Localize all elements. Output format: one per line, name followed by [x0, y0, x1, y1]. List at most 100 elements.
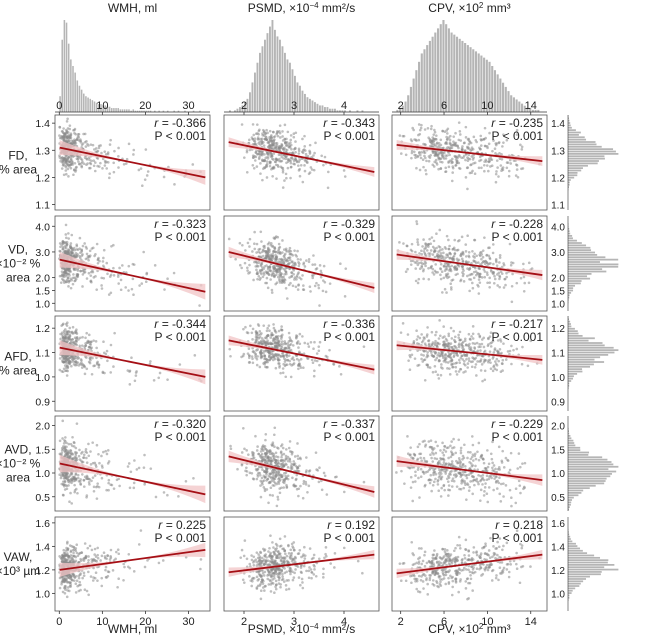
scatter-point	[68, 326, 72, 330]
scatter-point	[77, 454, 81, 458]
scatter-point	[294, 285, 298, 289]
scatter-point	[67, 134, 70, 137]
scatter-point	[432, 355, 435, 358]
scatter-point	[444, 170, 447, 174]
scatter-point	[283, 360, 287, 363]
scatter-point	[487, 142, 491, 146]
scatter-point	[70, 252, 73, 255]
hist-bar	[568, 384, 570, 387]
scatter-point	[268, 493, 272, 497]
scatter-point	[74, 138, 78, 142]
scatter-point	[74, 342, 77, 346]
scatter-point	[69, 491, 72, 495]
scatter-point	[298, 262, 301, 265]
scatter-point	[479, 349, 482, 352]
scatter-point	[308, 152, 312, 155]
scatter-point	[229, 354, 232, 358]
scatter-point	[475, 341, 479, 345]
scatter-point	[281, 186, 285, 189]
scatter-point	[420, 333, 423, 336]
scatter-point	[440, 363, 443, 366]
scatter-point	[68, 124, 72, 127]
scatter-point	[418, 336, 422, 340]
scatter-point	[520, 362, 524, 366]
scatter-point	[94, 463, 98, 467]
scatter-point	[480, 250, 483, 254]
scatter-point	[303, 341, 307, 345]
scatter-point	[281, 367, 285, 370]
scatter-point	[91, 441, 94, 444]
hist-bar	[72, 66, 74, 112]
scatter-point	[280, 340, 284, 343]
scatter-point	[314, 141, 317, 145]
scatter-point	[479, 144, 483, 147]
side-hist-tick-label: 1.5	[551, 286, 565, 297]
hist-bar	[344, 110, 346, 112]
scatter-point	[448, 256, 452, 260]
scatter-point	[498, 347, 502, 351]
side-hist-tick-label: 4.0	[551, 222, 565, 233]
scatter-point	[480, 276, 484, 279]
scatter-point	[244, 249, 247, 252]
scatter-point	[275, 268, 278, 271]
scatter-point	[489, 261, 492, 265]
scatter-point	[262, 445, 265, 449]
hist-bar	[299, 85, 301, 112]
scatter-point	[265, 281, 269, 285]
scatter-point	[515, 133, 519, 136]
scatter-point	[128, 383, 132, 386]
hist-bar	[568, 126, 572, 129]
scatter-point	[475, 354, 479, 357]
bottom-axis-title-psmd: PSMD, ×10−4 mm²/s	[248, 622, 355, 637]
scatter-point	[421, 158, 425, 162]
scatter-point	[127, 289, 130, 292]
scatter-point	[298, 364, 302, 368]
scatter-point	[434, 263, 437, 266]
hist-bar	[115, 108, 117, 112]
scatter-point	[289, 467, 293, 470]
hist-bar	[100, 104, 102, 112]
scatter-point	[441, 291, 444, 294]
scatter-point	[71, 355, 75, 358]
hist-bar	[173, 110, 175, 112]
hist-bar	[568, 232, 571, 235]
scatter-point	[278, 344, 281, 348]
scatter-point	[153, 264, 157, 267]
scatter-point	[471, 281, 474, 285]
scatter-point	[100, 476, 104, 480]
scatter-point	[284, 148, 287, 151]
hist-bar	[568, 172, 578, 174]
scatter-point	[483, 270, 487, 273]
scatter-point	[435, 163, 439, 166]
scatter-point	[259, 271, 262, 274]
scatter-point	[257, 137, 260, 141]
hist-bar	[306, 97, 309, 112]
scatter-point	[96, 482, 99, 485]
scatter-point	[423, 358, 427, 361]
scatter-point	[107, 460, 111, 463]
scatter-point	[229, 444, 232, 448]
scatter-point	[81, 473, 84, 476]
scatter-point	[263, 354, 266, 357]
scatter-point	[117, 477, 121, 481]
scatter-point	[474, 270, 478, 273]
scatter-point	[444, 357, 448, 360]
scatter-point	[275, 158, 279, 162]
side-hist-tick-label: 0.9	[551, 397, 565, 408]
hist-bar	[329, 108, 331, 112]
scatter-point	[483, 378, 487, 382]
hist-bar	[428, 40, 431, 113]
scatter-point	[423, 379, 427, 382]
scatter-point	[480, 257, 483, 261]
scatter-point	[66, 117, 69, 121]
scatter-point	[496, 339, 500, 342]
hist-bar	[568, 382, 570, 385]
scatter-point	[251, 154, 255, 157]
scatter-point	[453, 143, 456, 146]
scatter-point	[269, 243, 273, 247]
scatter-point	[417, 123, 421, 126]
scatter-point	[301, 137, 304, 141]
hist-bar	[568, 292, 572, 294]
scatter-point	[260, 140, 264, 143]
hist-bar	[244, 102, 246, 112]
